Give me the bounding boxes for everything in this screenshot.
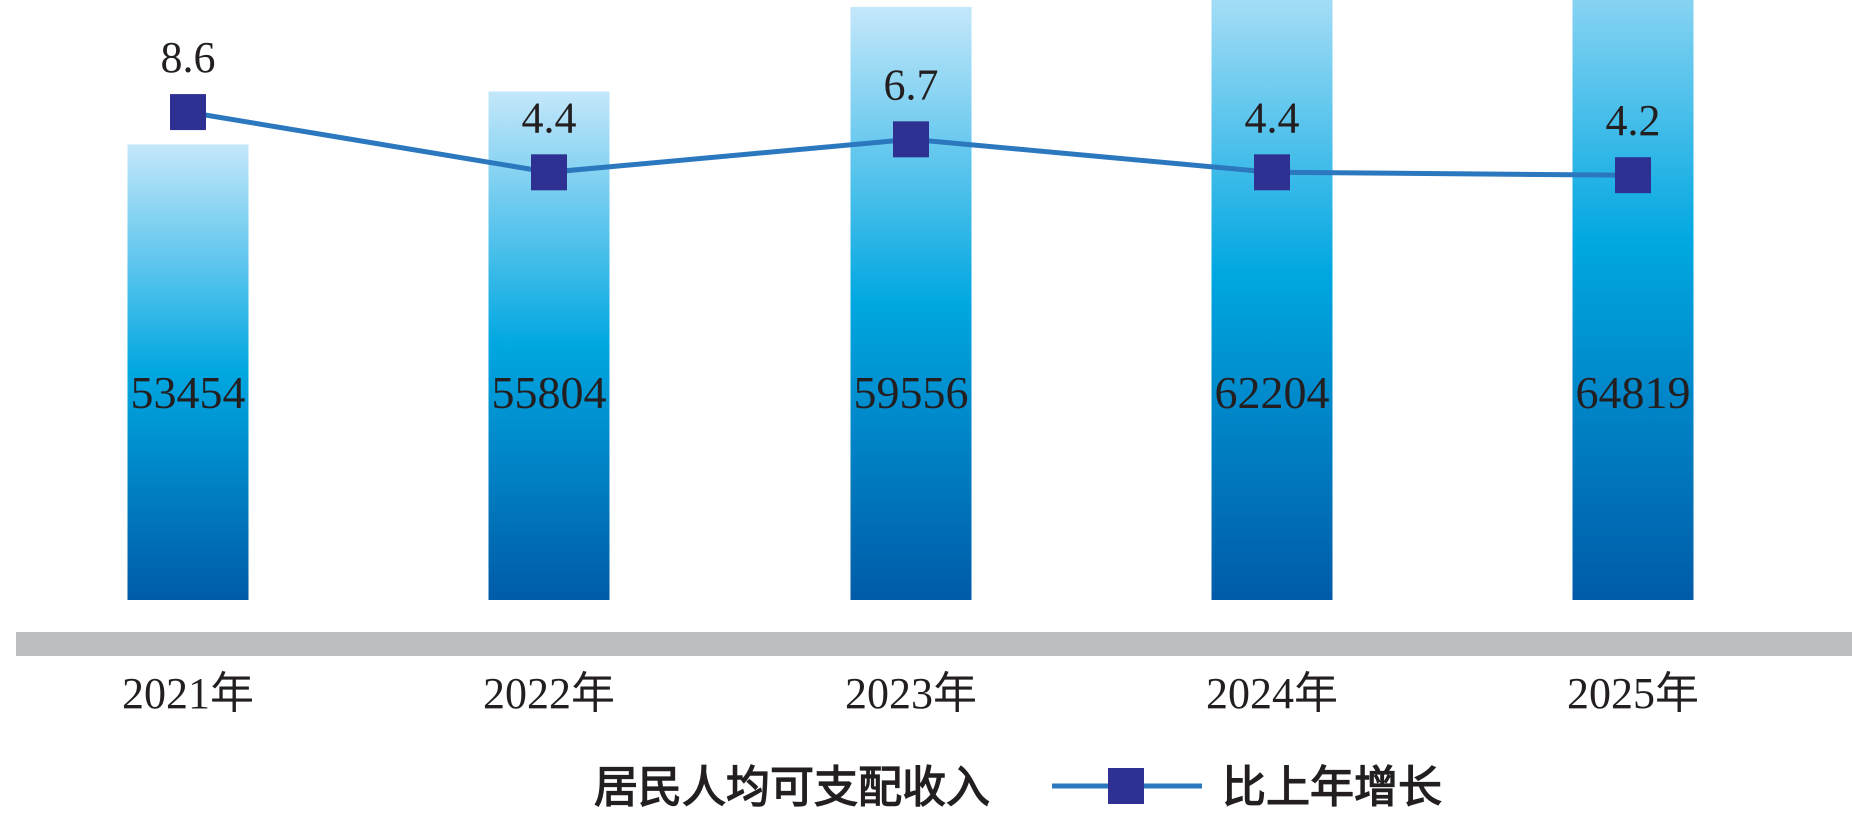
legend-line-label: 比上年增长 — [1222, 762, 1442, 813]
x-tick-label: 2024年 — [1206, 669, 1338, 718]
bar-series: 53454 55804 59556 62204 64819 — [127, 0, 1694, 601]
growth-markers: 8.6 4.4 6.7 4.4 4.2 — [161, 33, 1661, 194]
growth-marker — [1615, 157, 1651, 194]
x-axis-baseline — [16, 632, 1852, 656]
growth-marker — [1254, 154, 1290, 191]
growth-marker — [531, 154, 567, 191]
growth-marker — [893, 121, 929, 158]
growth-value-label: 6.7 — [884, 60, 939, 109]
bar-value-label: 55804 — [492, 367, 607, 418]
bar-value-label: 53454 — [131, 367, 246, 418]
x-tick-label: 2021年 — [122, 669, 254, 718]
growth-value-label: 4.2 — [1606, 96, 1661, 145]
growth-value-label: 8.6 — [161, 33, 216, 82]
x-tick-labels: 2021年 2022年 2023年 2024年 2025年 — [122, 669, 1699, 718]
bar-value-label: 59556 — [854, 367, 969, 418]
bar-2025 — [1572, 0, 1694, 600]
x-tick-label: 2025年 — [1567, 669, 1699, 718]
growth-value-label: 4.4 — [522, 93, 577, 142]
bar-value-label: 62204 — [1215, 367, 1330, 418]
legend: 居民人均可支配收入 比上年增长 — [594, 762, 1442, 813]
x-tick-label: 2022年 — [483, 669, 615, 718]
bar-2021 — [127, 144, 249, 600]
legend-bar-label: 居民人均可支配收入 — [594, 762, 990, 813]
legend-marker-swatch — [1108, 768, 1144, 804]
bar-value-label: 64819 — [1576, 367, 1691, 418]
growth-marker — [170, 94, 206, 131]
growth-value-label: 4.4 — [1245, 93, 1300, 142]
bar-2024 — [1211, 0, 1333, 601]
bar-2023 — [850, 6, 972, 601]
x-tick-label: 2023年 — [845, 669, 977, 718]
